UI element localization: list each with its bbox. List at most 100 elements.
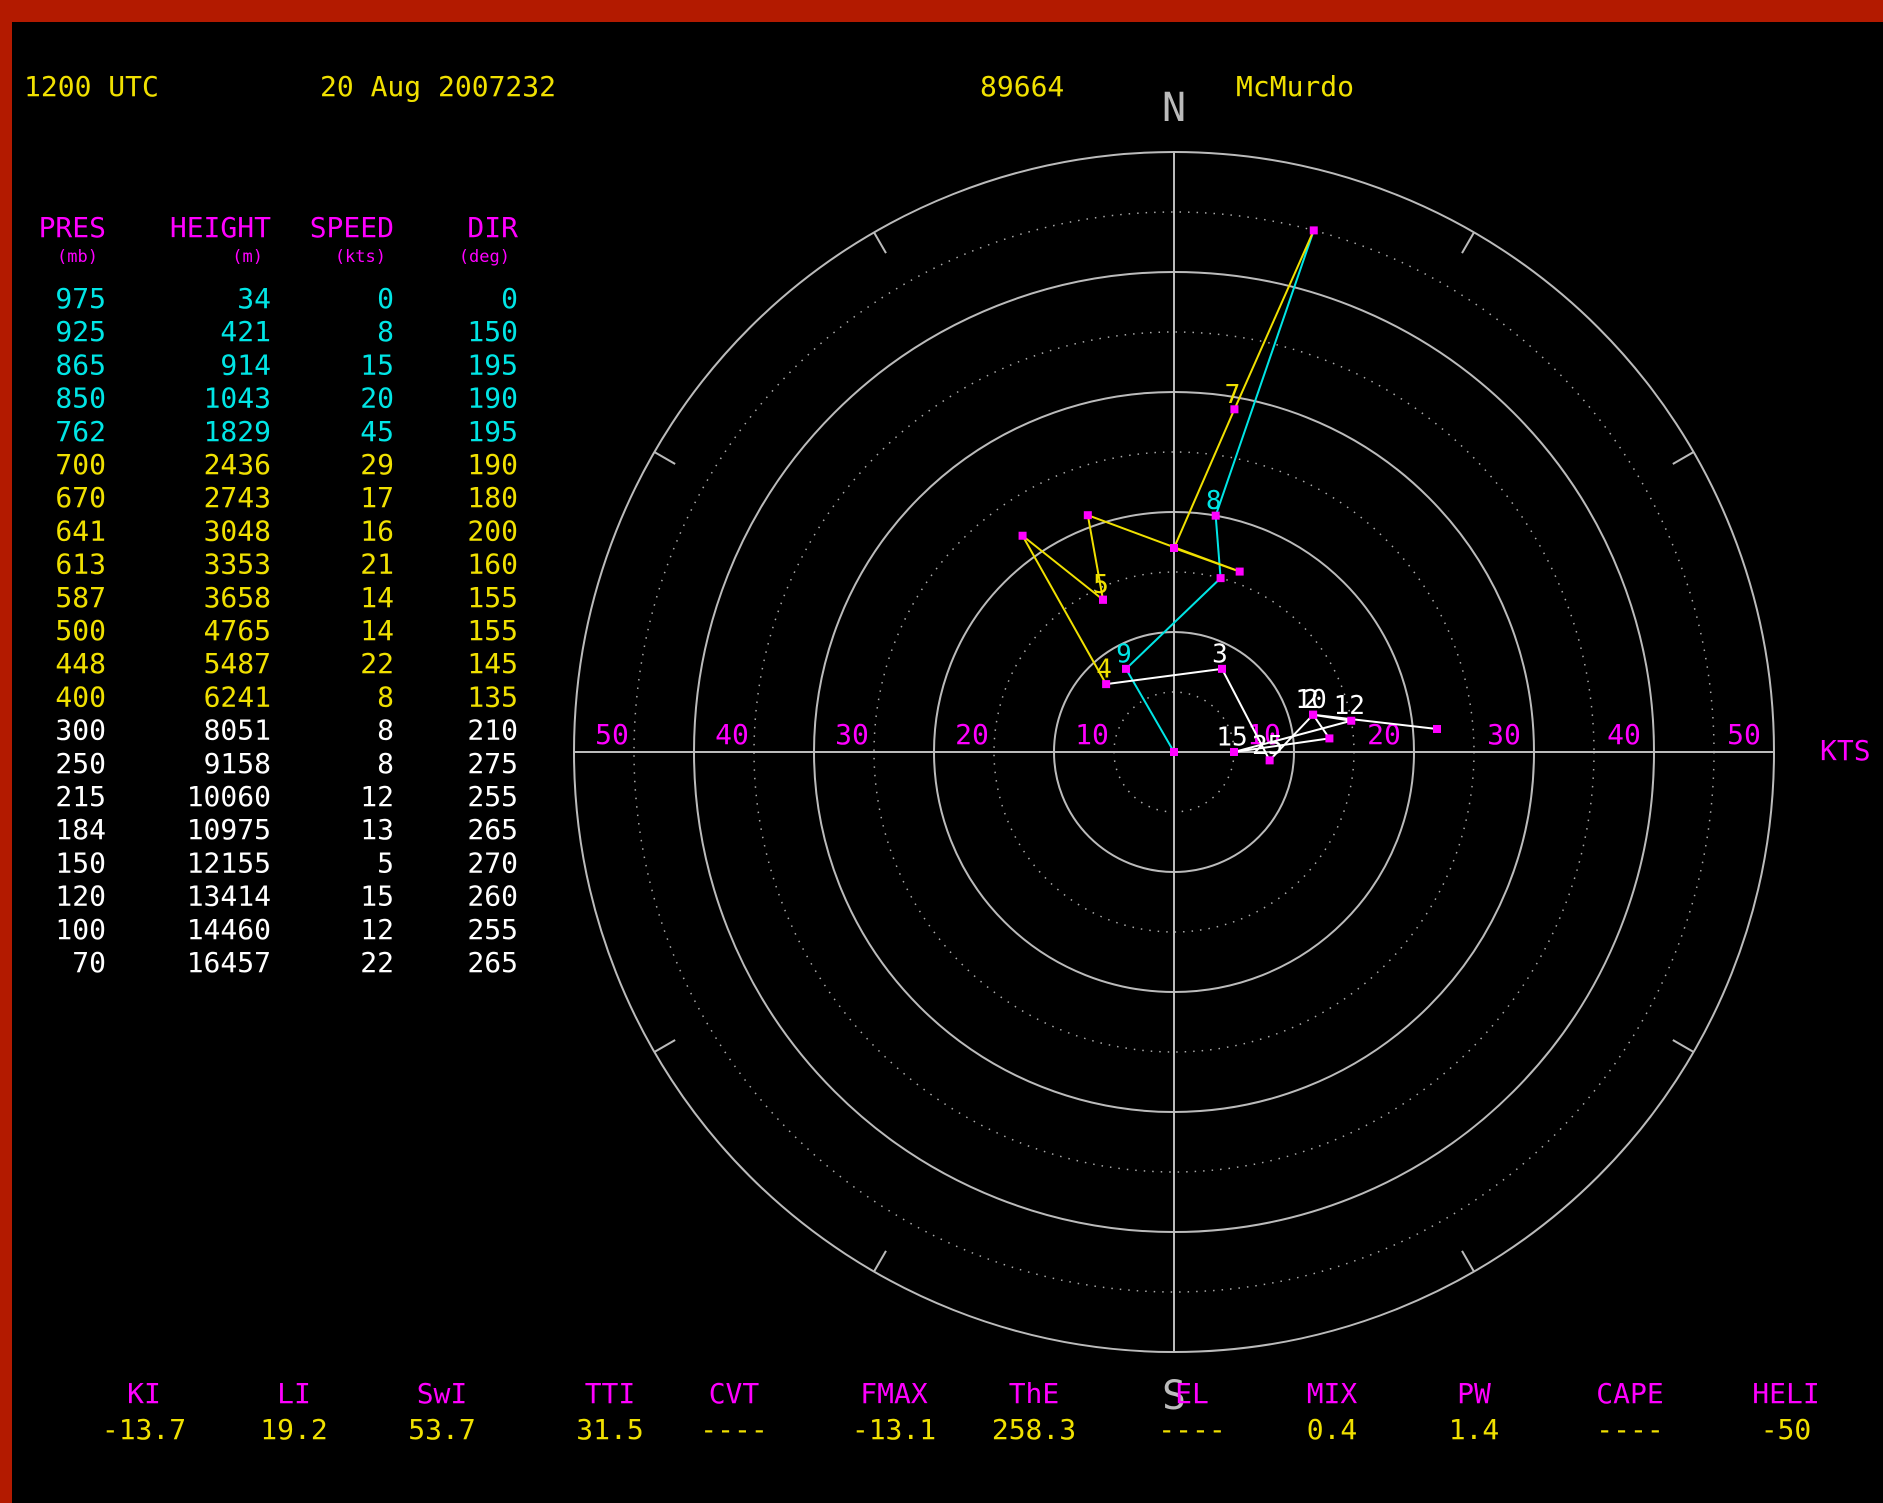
table-cell: 15 [360,348,394,381]
north-label: N [1162,85,1186,131]
index-value: 0.4 [1307,1413,1358,1446]
index-value: 19.2 [260,1413,327,1446]
table-cell: 135 [467,680,518,713]
column-header: HEIGHT [170,211,271,244]
table-cell: 8 [377,680,394,713]
trace-segment [1312,713,1438,730]
index-name: CAPE [1596,1377,1663,1410]
table-cell: 16457 [187,946,271,979]
table-cell: 22 [360,946,394,979]
index-value: -13.7 [102,1413,186,1446]
table-cell: 762 [55,415,106,448]
table-cell: 1043 [204,382,271,415]
wind-point [1230,405,1239,414]
column-unit: (m) [232,247,263,267]
table-cell: 975 [55,282,106,315]
trace-segment [1233,719,1352,753]
table-cell: 22 [360,647,394,680]
table-cell: 8051 [204,714,271,747]
table-cell: 400 [55,680,106,713]
ring-label: 50 [595,718,629,751]
table-cell: 70 [72,946,106,979]
index-value: -13.1 [852,1413,936,1446]
index-value: -50 [1761,1413,1812,1446]
level-label: 9 [1116,639,1132,669]
level-label: 15 [1216,723,1247,753]
ring-label: 10 [1075,718,1109,751]
wind-point [1347,716,1356,725]
index-value: 31.5 [576,1413,643,1446]
table-cell: 10975 [187,813,271,846]
south-label: S [1162,1373,1186,1419]
column-unit: (deg) [459,247,510,267]
column-unit: (kts) [335,247,386,267]
wind-point [1432,724,1441,733]
table-cell: 8 [377,714,394,747]
table-cell: 8 [377,315,394,348]
compass-tick [653,1039,676,1053]
column-unit: (mb) [57,247,98,267]
index-name: CVT [709,1377,760,1410]
station: McMurdo [1236,70,1354,103]
level-label: 3 [1212,639,1228,669]
trace-segment [1173,408,1236,549]
table-cell: 184 [55,813,106,846]
column-header: PRES [39,211,106,244]
table-cell: 145 [467,647,518,680]
trace-segment [1125,668,1175,753]
table-cell: 160 [467,548,518,581]
compass-tick [873,1250,887,1273]
table-cell: 5487 [204,647,271,680]
table-cell: 0 [377,282,394,315]
table-cell: 5 [377,846,394,879]
wind-point [1216,574,1225,583]
table-cell: 155 [467,614,518,647]
wind-point [1099,595,1108,604]
level-label: 7 [1225,380,1241,410]
table-cell: 150 [467,315,518,348]
ring-label: 40 [715,718,749,751]
table-cell: 300 [55,714,106,747]
date: 20 Aug 2007232 [320,70,556,103]
table-cell: 448 [55,647,106,680]
table-cell: 15 [360,880,394,913]
level-label: 4 [1096,655,1112,685]
wind-point [1309,226,1318,235]
ring-label: 30 [835,718,869,751]
trace-segment [1214,230,1315,516]
wind-point [1325,734,1334,743]
table-cell: 120 [55,880,106,913]
table-cell: 12 [360,913,394,946]
table-cell: 21 [360,548,394,581]
table-cell: 2436 [204,448,271,481]
table-cell: 12155 [187,846,271,879]
table-cell: 1829 [204,415,271,448]
compass-tick [1461,1250,1475,1273]
background [12,22,1883,1503]
index-value: 258.3 [992,1413,1076,1446]
index-name: TTI [585,1377,636,1410]
wind-point [1083,511,1092,520]
table-cell: 613 [55,548,106,581]
table-cell: 190 [467,382,518,415]
wind-point [1122,664,1130,673]
table-cell: 255 [467,913,518,946]
table-cell: 421 [220,315,271,348]
index-value: ---- [1596,1413,1663,1446]
table-cell: 45 [360,415,394,448]
wind-point [1235,567,1244,576]
unit-label: KTS [1820,734,1871,767]
trace-segment [1105,667,1223,686]
table-cell: 14460 [187,913,271,946]
ring-label: 30 [1487,718,1521,751]
wind-point [1218,664,1226,673]
index-name: KI [127,1377,161,1410]
table-cell: 190 [467,448,518,481]
index-name: FMAX [860,1377,928,1410]
table-cell: 14 [360,614,394,647]
index-value: 53.7 [408,1413,475,1446]
table-cell: 155 [467,581,518,614]
trace-segment [1233,229,1315,410]
trace-segment [1086,515,1104,600]
